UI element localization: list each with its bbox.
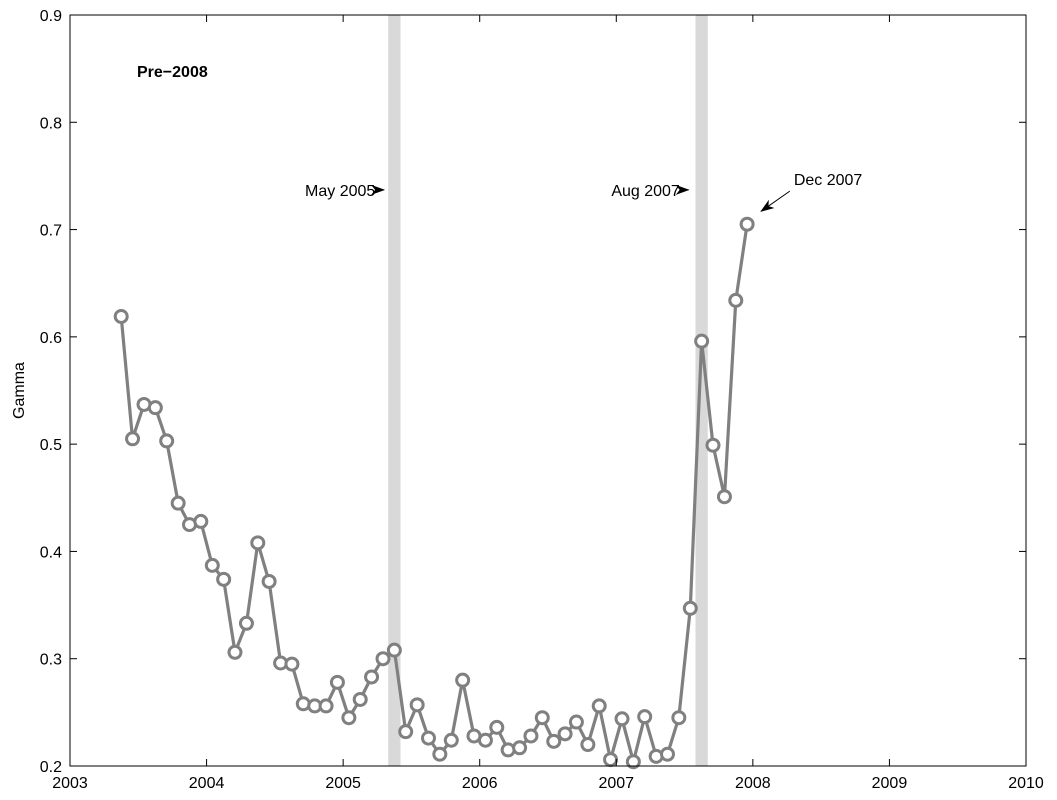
data-point	[261, 573, 277, 589]
data-point	[352, 691, 368, 707]
data-point	[580, 737, 596, 753]
data-point	[568, 714, 584, 730]
data-point	[603, 752, 619, 768]
series-line-1	[119, 223, 749, 764]
x-tick-label: 2004	[189, 775, 225, 792]
data-point	[386, 642, 402, 658]
data-point	[455, 672, 471, 688]
panel-label: Pre−2008	[137, 64, 208, 81]
axis-ticks: 2003 2004 2005 2006 2007 2008 2009 2010 0.2 0.3 0.…	[40, 8, 1044, 792]
data-point	[170, 495, 186, 511]
data-point	[421, 730, 436, 746]
x-tick-label: 2006	[462, 775, 498, 792]
data-point	[284, 656, 300, 672]
y-tick-label: 0.8	[40, 115, 62, 132]
plot-frame	[69, 14, 1027, 767]
annotations: May 2005 Aug 2007 Dec 2007	[305, 172, 863, 212]
data-point	[671, 710, 687, 726]
x-tick-label: 2007	[598, 775, 634, 792]
data-point	[409, 697, 425, 713]
y-tick-label: 0.2	[40, 759, 62, 776]
y-tick-label: 0.4	[40, 544, 62, 561]
data-point	[694, 333, 710, 349]
data-point	[625, 754, 641, 770]
data-point	[295, 696, 311, 712]
data-point	[398, 724, 414, 740]
data-point	[250, 535, 266, 551]
data-point	[523, 728, 539, 744]
data-point	[728, 292, 744, 308]
data-point	[364, 669, 380, 685]
data-point	[557, 726, 573, 742]
data-point	[660, 746, 675, 762]
y-tick-label: 0.6	[40, 330, 62, 347]
data-point	[682, 600, 698, 616]
data-point	[432, 746, 448, 762]
x-tick-label: 2009	[872, 775, 908, 792]
data-point	[443, 732, 459, 748]
data-point	[318, 698, 334, 714]
data-point	[193, 513, 209, 529]
data-point	[716, 489, 732, 505]
data-point	[341, 710, 357, 726]
annotation-label-2: Aug 2007	[611, 183, 680, 200]
data-point	[546, 733, 562, 749]
highlight-bands	[388, 15, 708, 766]
data-point	[216, 571, 232, 587]
y-tick-label: 0.7	[40, 223, 62, 240]
y-axis-label: Gamma	[11, 362, 28, 419]
x-tick-label: 2003	[52, 775, 88, 792]
annotation-arrow-3	[760, 190, 791, 212]
data-point	[591, 698, 607, 714]
data-point	[705, 437, 721, 453]
data-point	[534, 710, 550, 726]
annotation-label-3: Dec 2007	[794, 172, 863, 189]
data-point	[204, 557, 220, 573]
data-point	[375, 651, 391, 667]
data-point	[113, 308, 129, 324]
data-point	[614, 711, 630, 727]
data-point	[147, 400, 163, 416]
data-point	[125, 431, 141, 447]
data-point	[739, 216, 755, 232]
annotation-label-1: May 2005	[305, 183, 375, 200]
data-point	[329, 674, 345, 690]
data-point	[512, 740, 528, 756]
highlight-band-2	[695, 15, 708, 766]
y-tick-label: 0.5	[40, 437, 62, 454]
x-tick-label: 2005	[325, 775, 361, 792]
data-point	[477, 732, 493, 748]
series-layer	[113, 216, 755, 770]
data-point	[238, 615, 254, 631]
x-tick-label: 2008	[735, 775, 771, 792]
data-point	[159, 433, 175, 449]
highlight-band-1	[388, 15, 401, 766]
data-point	[637, 709, 653, 725]
data-point	[500, 742, 516, 758]
data-point	[227, 644, 243, 660]
y-tick-label: 0.9	[40, 8, 62, 25]
x-tick-label: 2010	[1008, 775, 1044, 792]
data-point	[489, 719, 505, 735]
y-tick-label: 0.3	[40, 652, 62, 669]
